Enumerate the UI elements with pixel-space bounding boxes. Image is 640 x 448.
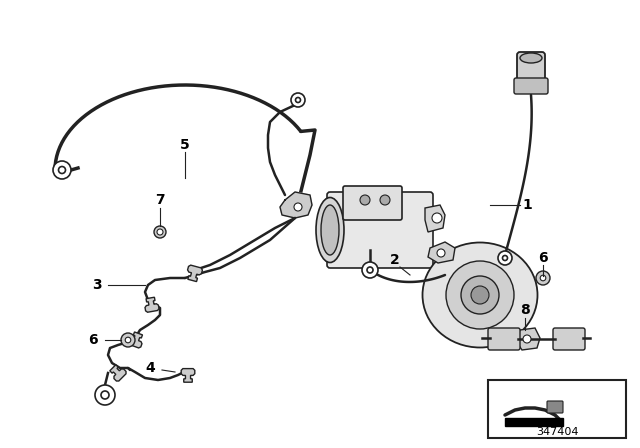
Circle shape xyxy=(121,333,135,347)
Polygon shape xyxy=(280,192,312,218)
Text: 8: 8 xyxy=(520,303,530,317)
Polygon shape xyxy=(181,369,195,382)
Bar xyxy=(505,418,563,426)
FancyBboxPatch shape xyxy=(327,192,433,268)
Polygon shape xyxy=(428,242,455,263)
Text: 5: 5 xyxy=(180,138,190,152)
Ellipse shape xyxy=(321,205,339,255)
Polygon shape xyxy=(188,265,202,282)
Circle shape xyxy=(58,167,65,173)
Ellipse shape xyxy=(316,198,344,263)
Text: 3: 3 xyxy=(92,278,102,292)
Polygon shape xyxy=(128,332,143,348)
Text: 347404: 347404 xyxy=(536,427,579,437)
Circle shape xyxy=(362,262,378,278)
Ellipse shape xyxy=(471,286,489,304)
Circle shape xyxy=(432,213,442,223)
Circle shape xyxy=(291,93,305,107)
FancyBboxPatch shape xyxy=(547,401,563,413)
Circle shape xyxy=(95,385,115,405)
FancyBboxPatch shape xyxy=(553,328,585,350)
Polygon shape xyxy=(425,205,445,232)
Circle shape xyxy=(360,195,370,205)
FancyBboxPatch shape xyxy=(517,52,545,93)
Polygon shape xyxy=(145,297,159,312)
Circle shape xyxy=(380,195,390,205)
Text: 6: 6 xyxy=(88,333,98,347)
Ellipse shape xyxy=(461,276,499,314)
Bar xyxy=(488,380,626,438)
Circle shape xyxy=(367,267,373,273)
FancyBboxPatch shape xyxy=(514,78,548,94)
Ellipse shape xyxy=(446,261,514,329)
Circle shape xyxy=(294,203,302,211)
Circle shape xyxy=(536,271,550,285)
Circle shape xyxy=(125,337,131,343)
FancyBboxPatch shape xyxy=(343,186,402,220)
Ellipse shape xyxy=(422,242,538,348)
Circle shape xyxy=(523,335,531,343)
Polygon shape xyxy=(516,328,540,350)
Polygon shape xyxy=(110,365,126,381)
Circle shape xyxy=(498,251,512,265)
Text: 4: 4 xyxy=(145,361,155,375)
Circle shape xyxy=(296,98,301,103)
Circle shape xyxy=(502,255,508,260)
Text: 7: 7 xyxy=(155,193,165,207)
Circle shape xyxy=(437,249,445,257)
Circle shape xyxy=(53,161,71,179)
Ellipse shape xyxy=(520,53,542,63)
Text: 2: 2 xyxy=(390,253,400,267)
Circle shape xyxy=(154,226,166,238)
Circle shape xyxy=(540,275,546,281)
Text: 1: 1 xyxy=(522,198,532,212)
FancyBboxPatch shape xyxy=(488,328,520,350)
Text: 6: 6 xyxy=(538,251,548,265)
Circle shape xyxy=(101,391,109,399)
Circle shape xyxy=(157,229,163,235)
